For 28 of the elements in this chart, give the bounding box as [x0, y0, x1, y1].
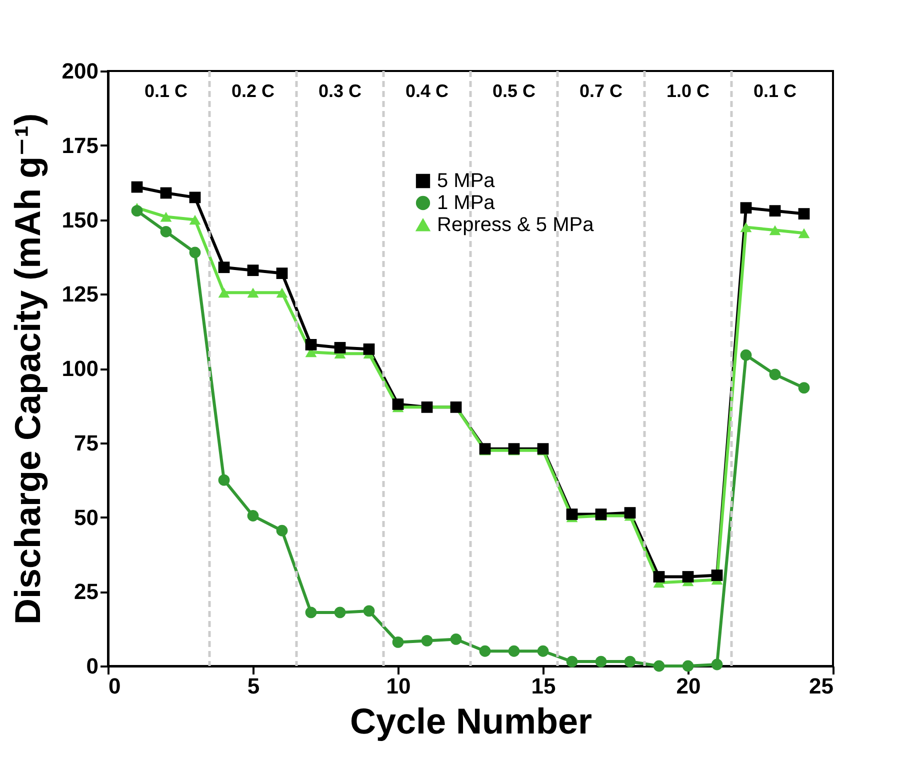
annotation: 0.7 C: [579, 81, 623, 101]
y-axis-title: Discharge Capacity (mAh g⁻¹): [6, 113, 48, 625]
x-tick-label: 5: [247, 674, 260, 698]
annotation: 0.5 C: [492, 81, 536, 101]
x-tick-label: 20: [676, 674, 701, 698]
annotation: 1.0 C: [666, 81, 710, 101]
legend-label: 1 MPa: [437, 192, 496, 214]
y-tick-label: 150: [62, 207, 98, 232]
legend-label: Repress & 5 MPa: [437, 214, 595, 236]
annotation: 0.1 C: [753, 81, 797, 101]
y-tick-label: 50: [74, 504, 98, 530]
y-tick-label: 100: [62, 356, 98, 381]
y-tick-label: 175: [62, 132, 98, 158]
x-tick-label: 15: [531, 674, 556, 698]
annotation: 0.1 C: [144, 81, 188, 101]
y-tick-label: 25: [74, 579, 98, 604]
x-axis-title: Cycle Number: [350, 700, 592, 742]
annotation: 0.2 C: [231, 81, 275, 101]
y-tick-label: 0: [86, 654, 98, 678]
annotation: 0.3 C: [318, 81, 362, 101]
y-tick-label: 125: [62, 282, 98, 307]
x-tick-label: 10: [386, 674, 411, 698]
y-tick-label: 200: [62, 58, 98, 84]
x-tick-label: 0: [108, 674, 121, 698]
annotation: 0.4 C: [405, 81, 449, 101]
x-tick-label: 25: [809, 674, 834, 698]
legend-label: 5 MPa: [437, 170, 496, 192]
y-tick-label: 75: [74, 430, 98, 456]
